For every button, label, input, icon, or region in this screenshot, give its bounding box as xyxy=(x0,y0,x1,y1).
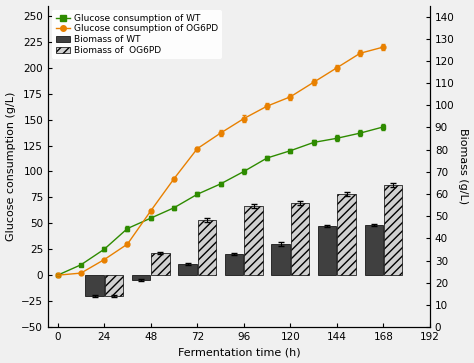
Bar xyxy=(178,264,197,275)
Glucose consumption of WT xyxy=(171,205,177,210)
Glucose consumption of WT xyxy=(55,273,61,277)
X-axis label: Fermentation time (h): Fermentation time (h) xyxy=(178,347,300,358)
Bar xyxy=(105,275,123,296)
Bar xyxy=(85,275,104,296)
Bar xyxy=(365,225,383,275)
Bar xyxy=(244,206,263,275)
Bar xyxy=(225,254,243,275)
Glucose consumption of OG6PD xyxy=(288,95,293,99)
Glucose consumption of WT xyxy=(311,140,317,144)
Glucose consumption of OG6PD xyxy=(264,104,270,108)
Glucose consumption of WT xyxy=(241,169,246,174)
Glucose consumption of WT xyxy=(218,182,223,186)
Bar xyxy=(272,244,290,275)
Line: Glucose consumption of OG6PD: Glucose consumption of OG6PD xyxy=(55,45,386,278)
Legend: Glucose consumption of WT, Glucose consumption of OG6PD, Biomass of WT, Biomass : Glucose consumption of WT, Glucose consu… xyxy=(53,10,222,59)
Glucose consumption of OG6PD xyxy=(171,176,177,181)
Y-axis label: Glucose consumption (g/L): Glucose consumption (g/L) xyxy=(6,91,16,241)
Bar xyxy=(151,253,170,275)
Glucose consumption of OG6PD xyxy=(125,242,130,246)
Glucose consumption of OG6PD xyxy=(357,51,363,56)
Glucose consumption of WT xyxy=(381,125,386,129)
Glucose consumption of OG6PD xyxy=(55,273,61,277)
Glucose consumption of WT xyxy=(334,136,340,140)
Glucose consumption of WT xyxy=(194,192,200,196)
Line: Glucose consumption of WT: Glucose consumption of WT xyxy=(55,125,386,278)
Bar xyxy=(318,227,337,275)
Bar xyxy=(337,194,356,275)
Bar xyxy=(291,203,309,275)
Glucose consumption of OG6PD xyxy=(78,271,84,275)
Bar xyxy=(132,275,150,280)
Glucose consumption of OG6PD xyxy=(194,147,200,151)
Glucose consumption of OG6PD xyxy=(218,131,223,135)
Glucose consumption of OG6PD xyxy=(241,117,246,121)
Glucose consumption of WT xyxy=(101,247,107,252)
Glucose consumption of WT xyxy=(78,262,84,267)
Glucose consumption of WT xyxy=(264,156,270,160)
Bar xyxy=(198,220,216,275)
Glucose consumption of OG6PD xyxy=(101,257,107,262)
Glucose consumption of WT xyxy=(288,148,293,153)
Glucose consumption of WT xyxy=(357,131,363,135)
Bar xyxy=(384,185,402,275)
Glucose consumption of WT xyxy=(148,216,154,220)
Glucose consumption of WT xyxy=(125,227,130,231)
Glucose consumption of OG6PD xyxy=(381,45,386,49)
Glucose consumption of OG6PD xyxy=(311,80,317,85)
Glucose consumption of OG6PD xyxy=(334,66,340,70)
Y-axis label: Biomass (g/L): Biomass (g/L) xyxy=(458,128,468,204)
Glucose consumption of OG6PD xyxy=(148,209,154,213)
